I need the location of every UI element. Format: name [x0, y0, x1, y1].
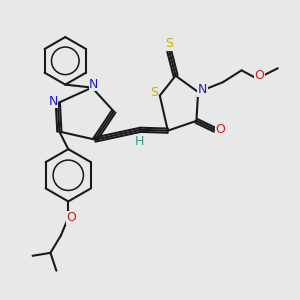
Text: H: H [135, 135, 144, 148]
Text: N: N [89, 77, 98, 91]
Text: O: O [215, 123, 225, 136]
Text: S: S [150, 86, 158, 99]
Text: N: N [198, 83, 207, 96]
Text: N: N [48, 95, 58, 108]
Text: O: O [254, 69, 264, 82]
Text: S: S [165, 38, 173, 50]
Text: O: O [66, 211, 76, 224]
